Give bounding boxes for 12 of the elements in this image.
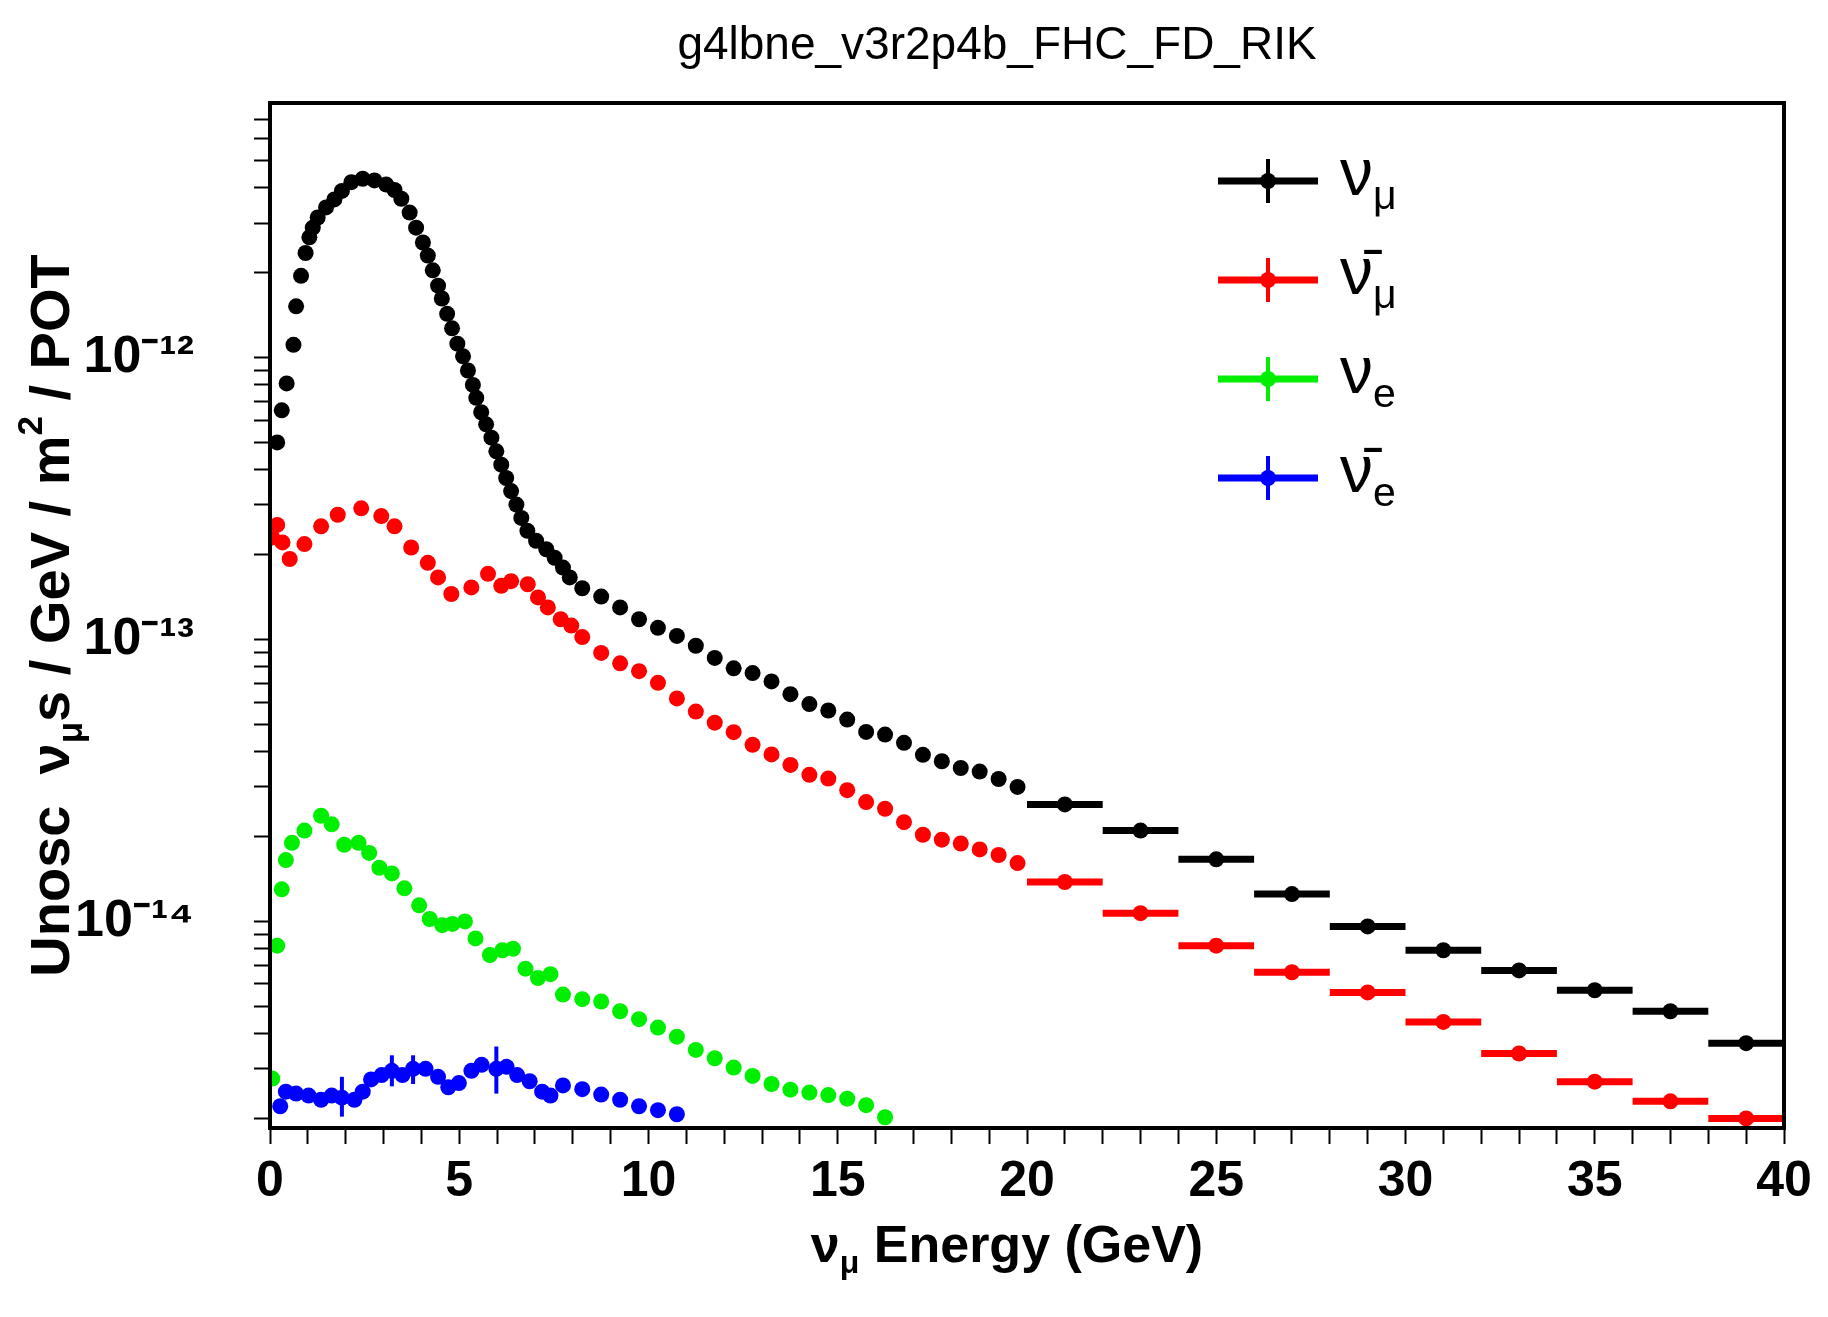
x-tick-label: 25	[1188, 1150, 1245, 1207]
x-tick-label: 5	[445, 1150, 474, 1207]
x-tick-label: 35	[1566, 1150, 1623, 1207]
x-tick-label: 10	[620, 1150, 677, 1207]
x-tick-label: 0	[256, 1150, 284, 1207]
x-tick-label: 40	[1756, 1150, 1812, 1207]
x-tick-label: 20	[999, 1150, 1055, 1207]
chart-title: g4lbne_v3r2p4b_FHC_FD_RIK	[677, 16, 1317, 69]
y-tick-label: 10⁻¹³	[83, 606, 194, 665]
y-tick-label: 10⁻¹²	[83, 324, 194, 383]
x-tick-label: 30	[1377, 1150, 1434, 1207]
x-tick-label: 15	[809, 1150, 866, 1207]
